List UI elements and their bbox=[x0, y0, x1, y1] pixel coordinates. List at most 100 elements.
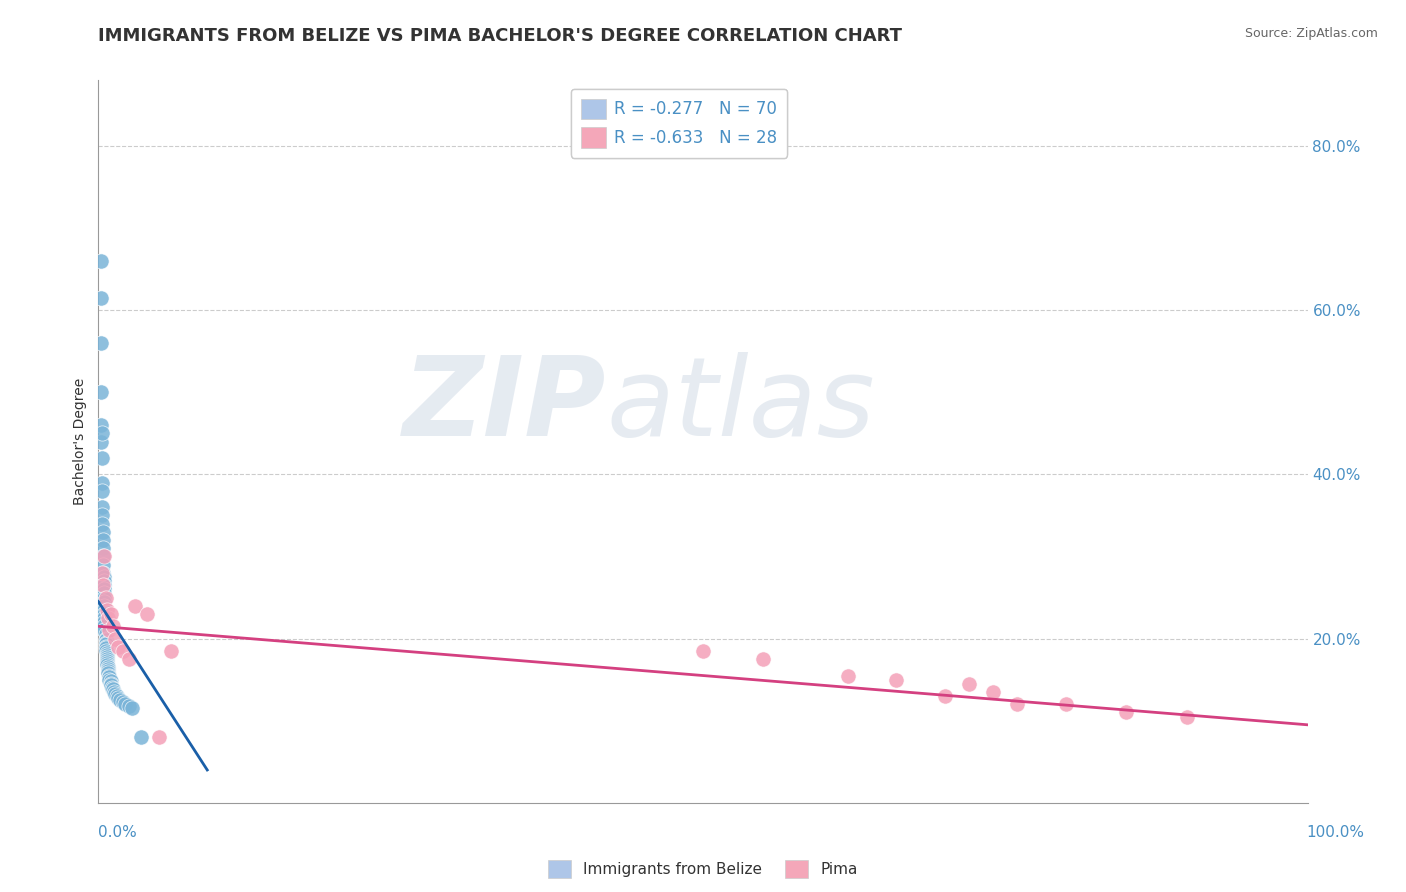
Point bbox=[91, 524, 114, 539]
Point bbox=[96, 654, 118, 668]
Point bbox=[97, 665, 120, 679]
Point bbox=[93, 599, 115, 613]
Point bbox=[111, 695, 134, 709]
Point bbox=[886, 673, 908, 687]
Point bbox=[91, 566, 114, 580]
Point bbox=[91, 533, 114, 547]
Point bbox=[90, 418, 112, 433]
Point bbox=[100, 674, 122, 689]
Text: 0.0%: 0.0% bbox=[98, 825, 138, 840]
Point bbox=[93, 574, 115, 588]
Point bbox=[692, 644, 714, 658]
Point bbox=[98, 673, 121, 687]
Text: Source: ZipAtlas.com: Source: ZipAtlas.com bbox=[1244, 27, 1378, 40]
Point bbox=[94, 591, 117, 605]
Point bbox=[101, 619, 124, 633]
Point bbox=[91, 450, 114, 465]
Point bbox=[934, 689, 956, 703]
Point bbox=[107, 690, 129, 705]
Point bbox=[118, 652, 141, 666]
Point bbox=[105, 689, 128, 703]
Point bbox=[91, 578, 114, 592]
Y-axis label: Bachelor's Degree: Bachelor's Degree bbox=[73, 378, 87, 505]
Point bbox=[97, 611, 120, 625]
Point bbox=[97, 666, 120, 681]
Point bbox=[91, 426, 114, 441]
Point bbox=[981, 685, 1004, 699]
Point bbox=[91, 566, 114, 580]
Point bbox=[91, 558, 114, 572]
Point bbox=[94, 641, 117, 656]
Point bbox=[91, 516, 114, 531]
Point bbox=[91, 541, 114, 556]
Text: atlas: atlas bbox=[606, 352, 875, 458]
Point bbox=[97, 662, 120, 676]
Point bbox=[107, 640, 129, 654]
Point bbox=[91, 508, 114, 523]
Point bbox=[121, 701, 143, 715]
Point bbox=[94, 632, 117, 646]
Legend: R = -0.277   N = 70, R = -0.633   N = 28: R = -0.277 N = 70, R = -0.633 N = 28 bbox=[571, 88, 787, 158]
Point bbox=[104, 632, 127, 646]
Point bbox=[957, 677, 980, 691]
Point bbox=[837, 668, 859, 682]
Point bbox=[96, 652, 118, 666]
Point bbox=[752, 652, 775, 666]
Point bbox=[96, 603, 118, 617]
Point bbox=[1115, 706, 1137, 720]
Point bbox=[93, 611, 115, 625]
Point bbox=[94, 636, 117, 650]
Point bbox=[93, 582, 115, 597]
Point bbox=[97, 660, 120, 674]
Point bbox=[93, 570, 115, 584]
Point bbox=[100, 678, 122, 692]
Point bbox=[93, 591, 115, 605]
Point bbox=[93, 624, 115, 638]
Point bbox=[94, 644, 117, 658]
Point bbox=[118, 698, 141, 713]
Point bbox=[104, 687, 127, 701]
Point bbox=[90, 385, 112, 400]
Point bbox=[93, 615, 115, 630]
Point bbox=[114, 698, 136, 712]
Point bbox=[96, 649, 118, 664]
Point bbox=[98, 668, 121, 682]
Point bbox=[160, 644, 183, 658]
Point bbox=[94, 640, 117, 654]
Point bbox=[100, 681, 122, 695]
Point bbox=[94, 633, 117, 648]
Point bbox=[124, 599, 146, 613]
Point bbox=[100, 677, 122, 691]
Point bbox=[93, 619, 115, 633]
Legend: Immigrants from Belize, Pima: Immigrants from Belize, Pima bbox=[543, 854, 863, 884]
Point bbox=[135, 607, 157, 621]
Point bbox=[91, 475, 114, 490]
Point bbox=[148, 730, 170, 744]
Text: 100.0%: 100.0% bbox=[1306, 825, 1364, 840]
Point bbox=[1007, 698, 1029, 712]
Point bbox=[108, 693, 131, 707]
Point bbox=[90, 336, 112, 351]
Point bbox=[93, 586, 115, 600]
Point bbox=[90, 434, 112, 449]
Point bbox=[93, 578, 115, 592]
Point bbox=[93, 603, 115, 617]
Point bbox=[91, 549, 114, 564]
Point bbox=[90, 291, 112, 305]
Text: ZIP: ZIP bbox=[402, 352, 606, 458]
Point bbox=[90, 253, 112, 268]
Point bbox=[93, 549, 115, 564]
Point bbox=[96, 648, 118, 662]
Text: IMMIGRANTS FROM BELIZE VS PIMA BACHELOR'S DEGREE CORRELATION CHART: IMMIGRANTS FROM BELIZE VS PIMA BACHELOR'… bbox=[98, 27, 903, 45]
Point bbox=[101, 682, 124, 697]
Point bbox=[98, 624, 121, 638]
Point bbox=[96, 646, 118, 660]
Point bbox=[103, 685, 125, 699]
Point bbox=[91, 500, 114, 515]
Point bbox=[96, 657, 118, 671]
Point bbox=[94, 627, 117, 641]
Point bbox=[111, 644, 134, 658]
Point bbox=[98, 670, 121, 684]
Point bbox=[96, 657, 118, 672]
Point bbox=[93, 594, 115, 608]
